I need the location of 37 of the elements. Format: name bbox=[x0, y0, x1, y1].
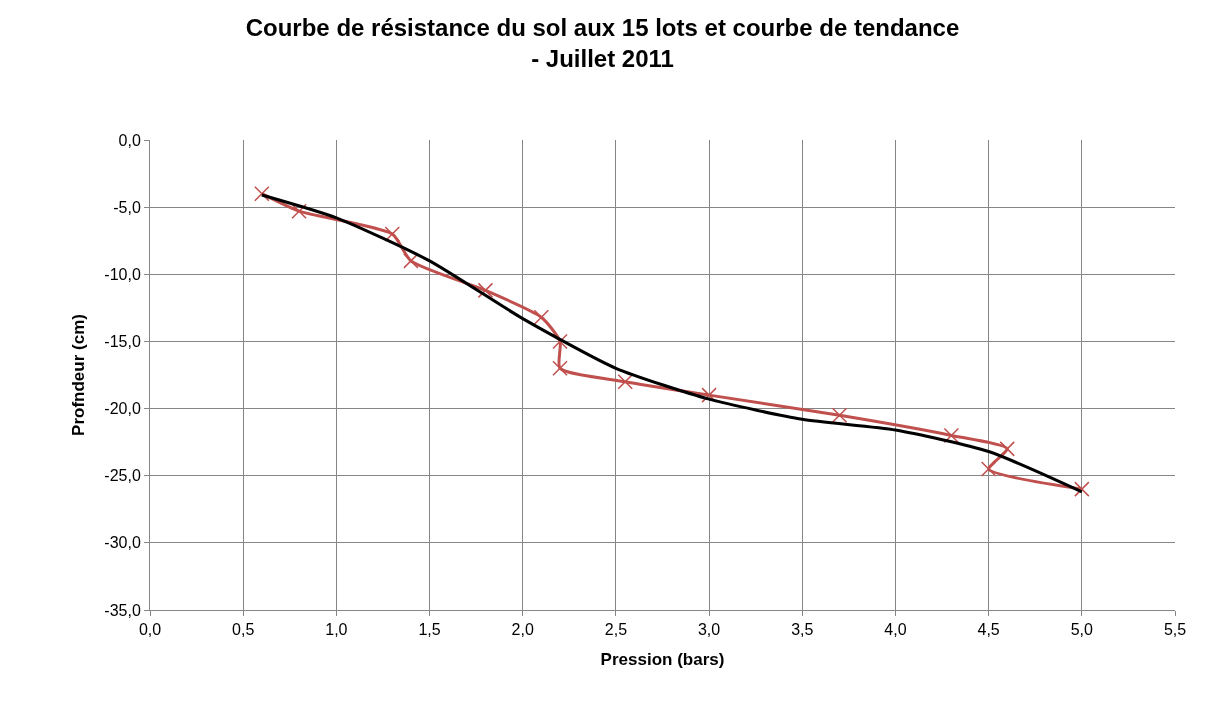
y-axis-title: Profndeur (cm) bbox=[68, 314, 88, 436]
point bbox=[291, 203, 307, 219]
x-tick-label: 2,5 bbox=[604, 621, 628, 639]
y-tick-label: -30,0 bbox=[104, 534, 141, 552]
point bbox=[552, 360, 568, 377]
point bbox=[701, 387, 717, 403]
point bbox=[999, 441, 1016, 457]
y-tick-label: -35,0 bbox=[104, 601, 141, 619]
x-tick-label: 2,0 bbox=[511, 621, 534, 639]
y-tick-label: -5,0 bbox=[113, 198, 141, 216]
x-tick-label: 5,0 bbox=[1070, 621, 1094, 639]
y-tick-label: -25,0 bbox=[104, 467, 141, 485]
point bbox=[831, 407, 848, 424]
point bbox=[477, 282, 494, 299]
x-tick-label: 3,0 bbox=[697, 621, 721, 639]
point bbox=[384, 226, 401, 242]
point bbox=[980, 461, 997, 477]
x-tick-label: 0,0 bbox=[138, 621, 162, 639]
x-axis-title: Pression (bars) bbox=[600, 649, 725, 669]
x-tick-label: 4,5 bbox=[977, 621, 1000, 639]
point bbox=[943, 427, 960, 444]
x-tick-label: 3,5 bbox=[791, 621, 814, 639]
point bbox=[617, 373, 633, 390]
point bbox=[533, 309, 550, 326]
point bbox=[403, 253, 419, 269]
chart-title: Courbe de résistance du sol aux 15 lots et courbe de tendance - Juillet 2011 bbox=[245, 14, 960, 73]
y-tick-label: 0,0 bbox=[118, 131, 141, 149]
point bbox=[1074, 481, 1090, 497]
point bbox=[254, 185, 270, 202]
y-tick-label: -10,0 bbox=[104, 265, 141, 283]
x-tick-label: 1,5 bbox=[418, 621, 441, 639]
y-tick-label: -15,0 bbox=[104, 333, 141, 351]
x-tick-label: 4,0 bbox=[884, 621, 907, 639]
x-tick-label: 0,5 bbox=[232, 621, 255, 639]
y-tick-label: -20,0 bbox=[104, 400, 141, 418]
x-tick-label: 1,0 bbox=[325, 621, 348, 639]
x-tick-label: 5,5 bbox=[1163, 621, 1187, 639]
